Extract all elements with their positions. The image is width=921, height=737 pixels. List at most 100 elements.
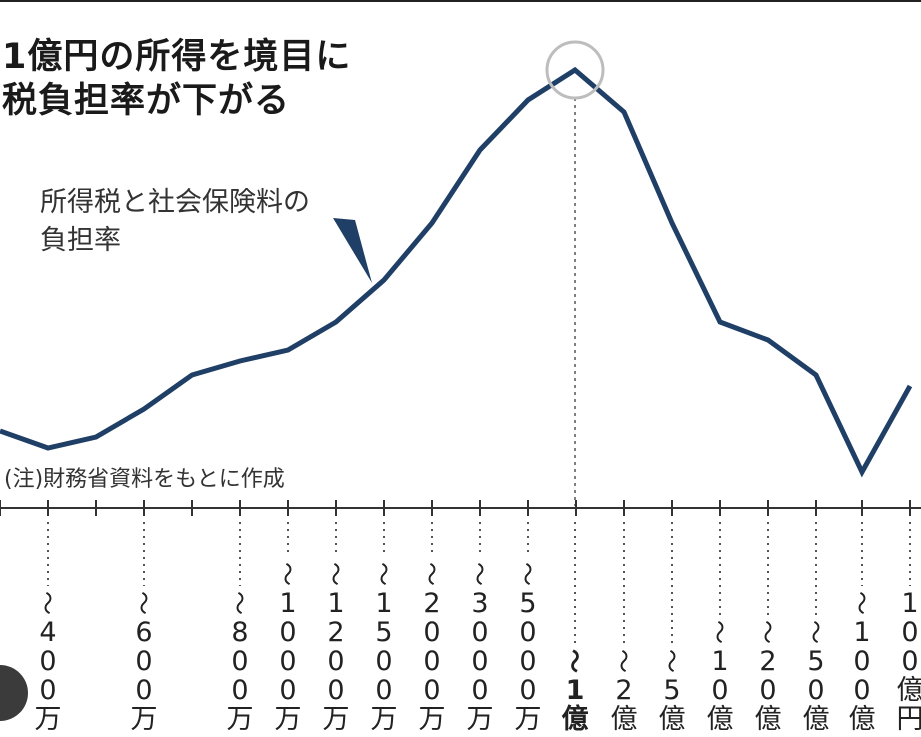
x-tick-label-char: 5: [375, 617, 392, 648]
x-tick-label-char: 万: [419, 704, 446, 735]
x-tick-label-char: 0: [375, 646, 392, 677]
x-tick-label-char: 〜: [417, 562, 445, 586]
x-tick-label-char: 万: [131, 704, 158, 735]
x-tick-label-char: 万: [515, 704, 542, 735]
x-tick-label-char: 0: [901, 646, 918, 677]
x-tick-label-char: 2: [759, 646, 776, 677]
x-tick-label-char: 1: [375, 588, 392, 619]
x-tick-label-char: 〜: [465, 562, 493, 586]
x-tick-label-char: 〜: [33, 591, 61, 615]
x-tick-label-char: 0: [423, 675, 440, 706]
series-label-pointer: [333, 218, 372, 283]
x-tick-label-char: 0: [807, 675, 824, 706]
x-tick-label-char: 〜: [129, 591, 157, 615]
x-tick-label-char: 0: [711, 675, 728, 706]
chart-title-line-1: 1億円の所得を境目に: [2, 37, 352, 77]
x-tick-label-char: 億: [849, 704, 876, 735]
x-tick-label-char: 0: [471, 646, 488, 677]
x-tick-label-char: 0: [423, 646, 440, 677]
x-tick-label-char: 0: [279, 675, 296, 706]
x-tick-label-char: 億: [562, 704, 589, 735]
x-tick-label-char: 0: [853, 646, 870, 677]
x-tick-label-char: 8: [231, 617, 248, 648]
x-tick-label-char: 億: [707, 704, 734, 735]
x-tick-label-char: 億: [659, 704, 686, 735]
x-tick-label-char: 0: [471, 617, 488, 648]
x-tick-label: 〜5億: [657, 522, 686, 735]
x-tick-label-char: 円: [897, 704, 921, 735]
source-note: (注)財務省資料をもとに作成: [4, 467, 285, 492]
x-tick-label-char: 〜: [225, 591, 253, 615]
x-tick-label: 〜50億: [801, 522, 830, 735]
x-tick-label-char: 万: [35, 704, 62, 735]
x-tick-label-char: 万: [371, 704, 398, 735]
x-tick-label-char: 〜: [801, 620, 829, 644]
x-tick-label-char: 0: [327, 646, 344, 677]
x-tick-label-char: 0: [135, 646, 152, 677]
x-tick-label-char: 万: [467, 704, 494, 735]
x-tick-label-char: 1: [327, 588, 344, 619]
x-tick-label-char: 0: [519, 646, 536, 677]
chart-title-line-2: 税負担率が下がる: [2, 81, 291, 121]
x-tick-label-char: 億: [897, 675, 921, 706]
x-tick-label: 〜20億: [753, 522, 782, 735]
x-tick-label-char: 億: [803, 704, 830, 735]
x-tick-label-char: 〜: [753, 620, 781, 644]
x-tick-label-char: 0: [375, 675, 392, 706]
x-tick-label-char: 0: [279, 646, 296, 677]
x-tick-label-char: 0: [327, 675, 344, 706]
x-tick-label-char: 0: [279, 617, 296, 648]
x-tick-label-char: 0: [519, 617, 536, 648]
peak-highlight-circle: [545, 40, 605, 100]
x-tick-label-char: 1: [711, 646, 728, 677]
x-tick-label-char: 〜: [321, 562, 349, 586]
series-line-tax-burden: [0, 66, 913, 478]
x-tick-label-char: 万: [275, 704, 302, 735]
x-tick-label-char: 億: [755, 704, 782, 735]
x-tick-label-char: 5: [663, 675, 680, 706]
x-tick-label-char: 0: [471, 675, 488, 706]
x-tick-label-char: 〜: [513, 562, 541, 586]
top-rule: [0, 0, 921, 2]
x-tick-label-char: 0: [231, 675, 248, 706]
x-tick-label-char: 5: [807, 646, 824, 677]
x-tick-label-char: 0: [519, 675, 536, 706]
x-tick-label-char: 万: [227, 704, 254, 735]
x-tick-label-char: 〜: [657, 649, 685, 673]
x-tick-label: 〜1億: [560, 522, 589, 735]
x-tick-label-char: 0: [231, 646, 248, 677]
x-tick-label-char: 0: [39, 675, 56, 706]
series-label-line-1: 所得税と社会保険料の: [40, 187, 310, 218]
x-tick-label-char: 0: [901, 617, 918, 648]
x-tick-label-char: 5: [519, 588, 536, 619]
x-tick-label-char: 0: [135, 675, 152, 706]
x-tick-label-char: 1: [901, 588, 918, 619]
x-tick-label-char: 〜: [847, 591, 875, 615]
x-tick-label-char: 〜: [273, 562, 301, 586]
x-tick-label-char: 1: [566, 675, 585, 706]
x-tick-label: 〜10億: [705, 522, 734, 735]
x-tick-label-char: 0: [759, 675, 776, 706]
x-tick-label-char: 2: [327, 617, 344, 648]
x-tick-label-char: 0: [39, 646, 56, 677]
x-tick-label: 〜2億: [609, 522, 638, 735]
x-tick-label-char: 〜: [609, 649, 637, 673]
x-tick-label-char: 2: [423, 588, 440, 619]
x-tick-label-char: 6: [135, 617, 152, 648]
x-tick-label-char: 〜: [560, 649, 588, 673]
x-tick-label-char: 億: [611, 704, 638, 735]
x-tick-label-char: 4: [39, 617, 56, 648]
x-tick-label-char: 〜: [705, 620, 733, 644]
x-tick-label-char: 〜: [369, 562, 397, 586]
